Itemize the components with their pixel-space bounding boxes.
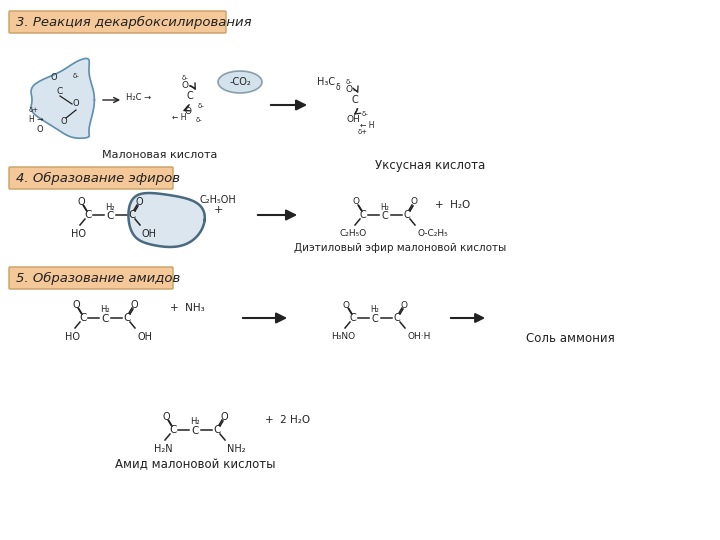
Text: OH: OH (137, 332, 152, 342)
Text: HO: HO (66, 332, 81, 342)
Text: C₂H₅OH: C₂H₅OH (200, 195, 237, 205)
Text: OH: OH (346, 116, 360, 125)
Text: δ+: δ+ (29, 107, 39, 113)
Text: C: C (192, 426, 199, 436)
Text: H₃C: H₃C (317, 77, 335, 87)
Text: ← H: ← H (172, 113, 186, 123)
Text: O: O (400, 300, 408, 309)
Text: O: O (130, 300, 138, 310)
Text: C: C (382, 211, 388, 221)
Text: O: O (72, 300, 80, 310)
Text: δ+: δ+ (358, 129, 368, 135)
Text: O: O (353, 198, 359, 206)
Text: OH: OH (142, 229, 157, 239)
Text: C: C (394, 313, 400, 323)
Text: δ-: δ- (196, 117, 202, 123)
Text: C: C (169, 425, 176, 435)
Text: C: C (102, 314, 109, 324)
Text: O: O (77, 197, 85, 207)
Polygon shape (128, 193, 204, 247)
Text: +  H₂O: + H₂O (435, 200, 470, 210)
Text: H₂: H₂ (190, 417, 200, 427)
Text: +  2 H₂O: + 2 H₂O (265, 415, 310, 425)
Text: O: O (410, 198, 418, 206)
Text: C: C (404, 210, 410, 220)
Text: H₂N: H₂N (153, 444, 172, 454)
Text: O: O (50, 73, 58, 83)
Text: Уксусная кислота: Уксусная кислота (375, 159, 485, 172)
Text: Диэтиловый эфир малоновой кислоты: Диэтиловый эфир малоновой кислоты (294, 243, 506, 253)
Text: -CO₂: -CO₂ (229, 77, 251, 87)
Text: +: + (213, 205, 222, 215)
Text: C: C (186, 91, 194, 101)
Text: O: O (73, 99, 79, 109)
Text: C: C (359, 210, 366, 220)
Text: δ: δ (336, 84, 341, 92)
Text: C: C (84, 210, 91, 220)
FancyBboxPatch shape (9, 267, 173, 289)
Text: 3. Реакция декарбоксилирования: 3. Реакция декарбоксилирования (16, 16, 251, 29)
Text: H₂: H₂ (100, 306, 110, 314)
Text: NH₂: NH₂ (227, 444, 246, 454)
Text: H₃NO: H₃NO (331, 332, 355, 341)
Text: C: C (350, 313, 356, 323)
Text: δ-: δ- (346, 79, 352, 85)
Text: C: C (128, 210, 135, 220)
Text: O: O (181, 82, 189, 91)
Polygon shape (31, 58, 94, 138)
Text: Соль аммония: Соль аммония (526, 332, 614, 345)
Text: O: O (184, 107, 192, 117)
Text: 5. Образование амидов: 5. Образование амидов (16, 272, 180, 285)
Text: O: O (37, 125, 43, 134)
Text: δ-: δ- (361, 111, 369, 117)
Text: O: O (60, 118, 67, 126)
Text: +  NH₃: + NH₃ (170, 303, 204, 313)
Text: C: C (351, 95, 359, 105)
Text: δ-: δ- (197, 103, 204, 109)
FancyBboxPatch shape (9, 11, 226, 33)
Text: C: C (123, 313, 131, 323)
Text: Малоновая кислота: Малоновая кислота (102, 150, 217, 160)
Text: H →: H → (29, 116, 43, 125)
Text: C: C (79, 313, 86, 323)
Text: OH·H: OH·H (407, 332, 431, 341)
Text: C: C (57, 87, 63, 97)
Text: O: O (135, 197, 143, 207)
Text: H₂C →: H₂C → (126, 93, 151, 103)
Text: C: C (213, 425, 221, 435)
Text: H₂: H₂ (381, 202, 390, 212)
Text: O: O (220, 412, 228, 422)
Text: C: C (372, 314, 379, 324)
Text: O: O (343, 300, 349, 309)
Text: C: C (107, 211, 114, 221)
Text: HO: HO (71, 229, 86, 239)
Text: Амид малоновой кислоты: Амид малоновой кислоты (114, 458, 275, 471)
Text: ← H: ← H (360, 122, 374, 131)
Text: δ-: δ- (181, 75, 189, 81)
Text: O: O (162, 412, 170, 422)
Text: O: O (346, 85, 353, 94)
Text: O-C₂H₅: O-C₂H₅ (417, 229, 448, 238)
Text: C₂H₅O: C₂H₅O (339, 229, 366, 238)
Text: H₂: H₂ (371, 306, 379, 314)
Text: δ-: δ- (73, 73, 79, 79)
Text: 4. Образование эфиров: 4. Образование эфиров (16, 172, 180, 185)
FancyBboxPatch shape (9, 167, 173, 189)
Ellipse shape (218, 71, 262, 93)
Text: H₂: H₂ (105, 202, 114, 212)
